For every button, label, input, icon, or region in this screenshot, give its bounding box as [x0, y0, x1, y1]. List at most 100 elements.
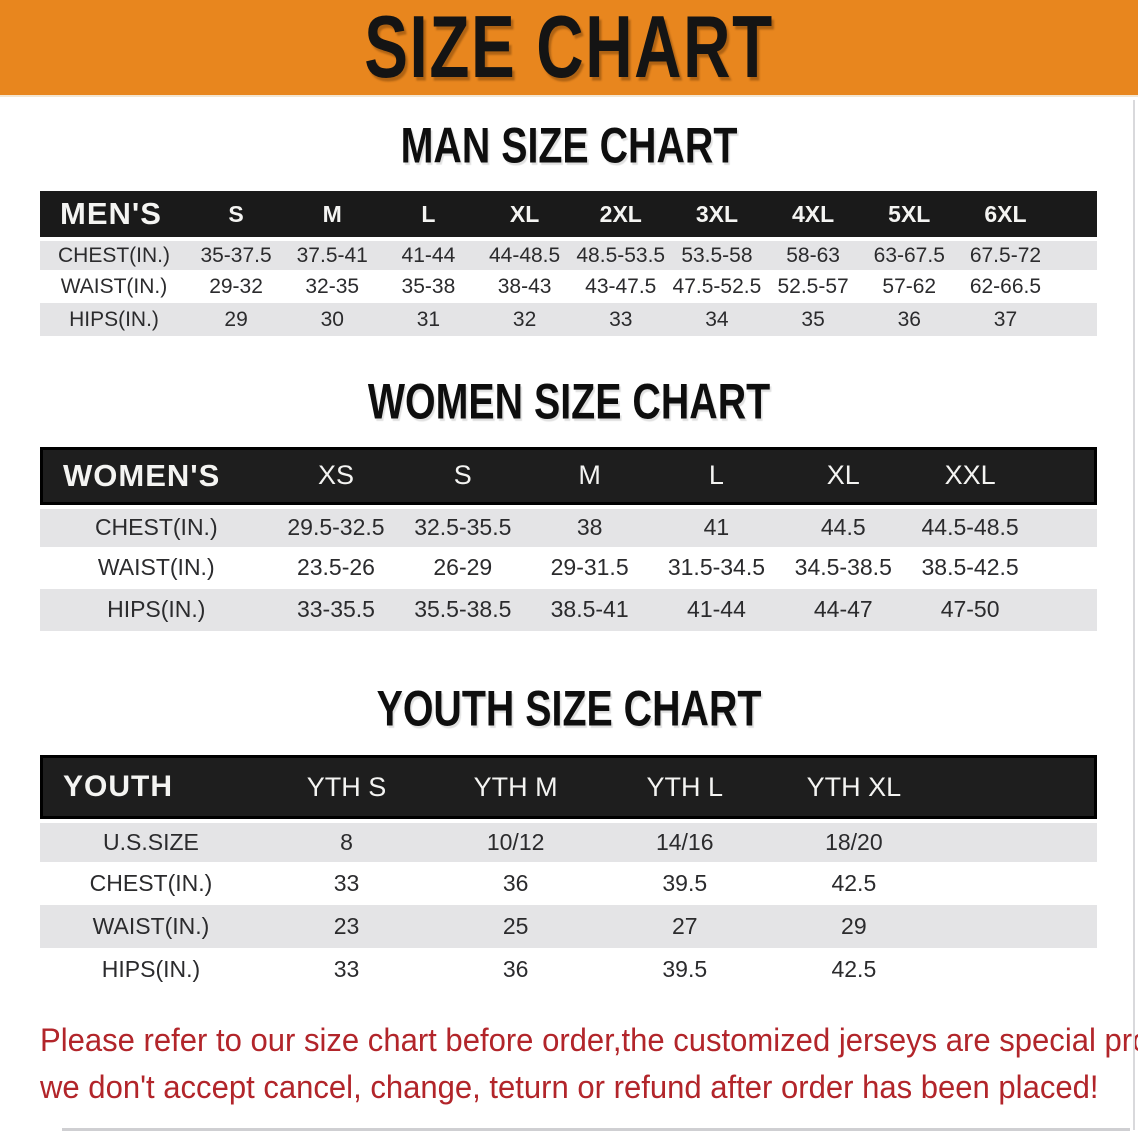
value-cell: 36 [431, 862, 601, 906]
value-cell: 52.5-57 [765, 270, 862, 304]
value-cell: 63-67.5 [861, 237, 958, 271]
table-row: WAIST(IN.) 29-32 32-35 35-38 38-43 43-47.5 47.… [40, 270, 1097, 304]
size-header-cell: M [526, 446, 654, 505]
youth-header-row: YOUTH YTH S YTH M YTH L YTH XL [40, 755, 1097, 820]
spacer-cell [1033, 446, 1097, 505]
women-size-section: WOMEN SIZE CHART WOMEN'S XS S M L XL XXL CHEST(… [0, 376, 1138, 631]
men-header-row: MEN'S S M L XL 2XL 3XL 4XL 5XL 6XL [40, 191, 1097, 238]
measure-label-cell: WAIST(IN.) [40, 905, 262, 949]
value-cell: 33 [261, 862, 432, 906]
value-cell: 41-44 [653, 588, 780, 631]
value-cell: 27 [600, 905, 770, 949]
value-cell: 25 [431, 905, 601, 949]
value-cell: 39.5 [600, 948, 770, 992]
table-row: HIPS(IN.) 33 36 39.5 42.5 [40, 948, 1097, 992]
women-header-row: WOMEN'S XS S M L XL XXL [40, 446, 1097, 505]
value-cell: 35.5-38.5 [399, 588, 527, 631]
value-cell: 35-37.5 [187, 237, 285, 271]
table-row: U.S.SIZE 8 10/12 14/16 18/20 [40, 819, 1097, 863]
value-cell: 38.5-41 [526, 588, 654, 631]
value-cell: 29 [769, 905, 939, 949]
value-cell: 10/12 [431, 819, 601, 863]
value-cell: 29-31.5 [526, 546, 654, 589]
value-cell: 44.5-48.5 [906, 504, 1034, 547]
bottom-edge-line [62, 1128, 1130, 1131]
value-cell: 44-47 [779, 588, 907, 631]
value-cell: 36 [861, 303, 958, 337]
value-cell: 30 [284, 303, 381, 337]
value-cell: 8 [261, 819, 432, 863]
value-cell: 34.5-38.5 [779, 546, 907, 589]
men-size-table: MEN'S S M L XL 2XL 3XL 4XL 5XL 6XL CHEST(IN.) 35-37… [40, 191, 1097, 337]
value-cell: 31 [380, 303, 477, 337]
value-cell: 67.5-72 [957, 237, 1054, 271]
size-header-cell: XL [476, 191, 573, 238]
measure-label-cell: CHEST(IN.) [40, 862, 262, 906]
value-cell: 35-38 [380, 270, 477, 304]
size-header-cell: 4XL [765, 191, 862, 238]
value-cell: 14/16 [600, 819, 770, 863]
value-cell: 36 [431, 948, 601, 992]
youth-size-section: YOUTH SIZE CHART YOUTH YTH S YTH M YTH L YTH… [0, 681, 1138, 992]
value-cell: 44.5 [779, 504, 907, 547]
value-cell: 38-43 [476, 270, 573, 304]
value-cell: 34 [668, 303, 766, 337]
value-cell: 29.5-32.5 [272, 504, 400, 547]
measure-label-cell: HIPS(IN.) [40, 948, 262, 992]
value-cell: 57-62 [861, 270, 958, 304]
size-header-cell: 6XL [957, 191, 1054, 238]
right-edge-line [1133, 100, 1135, 1130]
spacer-cell [938, 905, 1097, 949]
spacer-cell [1053, 270, 1097, 304]
value-cell: 29 [187, 303, 285, 337]
measure-label-cell: HIPS(IN.) [40, 303, 188, 337]
spacer-cell [1053, 191, 1097, 238]
spacer-cell [1033, 504, 1097, 547]
value-cell: 31.5-34.5 [653, 546, 780, 589]
size-header-cell: YTH M [431, 755, 601, 820]
women-table-label: WOMEN'S [40, 446, 273, 505]
measure-label-cell: HIPS(IN.) [40, 588, 273, 631]
value-cell: 47-50 [906, 588, 1034, 631]
table-row: HIPS(IN.) 33-35.5 35.5-38.5 38.5-41 41-44 44-… [40, 588, 1097, 631]
youth-section-heading: YOUTH SIZE CHART [376, 681, 762, 738]
disclaimer-line-2: we don't accept cancel, change, teturn o… [40, 1068, 1099, 1105]
size-header-cell: 3XL [668, 191, 766, 238]
value-cell: 37 [957, 303, 1054, 337]
size-header-cell: YTH XL [769, 755, 939, 820]
value-cell: 47.5-52.5 [668, 270, 766, 304]
size-header-cell: 5XL [861, 191, 958, 238]
table-row: HIPS(IN.) 29 30 31 32 33 34 35 36 37 [40, 303, 1097, 337]
value-cell: 58-63 [765, 237, 862, 271]
table-row: CHEST(IN.) 35-37.5 37.5-41 41-44 44-48.5 48.5… [40, 237, 1097, 271]
value-cell: 44-48.5 [476, 237, 573, 271]
table-row: CHEST(IN.) 33 36 39.5 42.5 [40, 862, 1097, 906]
size-header-cell: XS [272, 446, 400, 505]
men-table-label: MEN'S [40, 191, 188, 238]
value-cell: 33 [572, 303, 669, 337]
value-cell: 62-66.5 [957, 270, 1054, 304]
value-cell: 29-32 [187, 270, 285, 304]
value-cell: 43-47.5 [572, 270, 669, 304]
value-cell: 42.5 [769, 948, 939, 992]
size-header-cell: S [399, 446, 527, 505]
spacer-cell [938, 948, 1097, 992]
size-header-cell: L [653, 446, 780, 505]
table-row: CHEST(IN.) 29.5-32.5 32.5-35.5 38 41 44.5 44.5… [40, 504, 1097, 547]
spacer-cell [1033, 588, 1097, 631]
spacer-cell [1053, 303, 1097, 337]
measure-label-cell: WAIST(IN.) [40, 270, 188, 304]
men-size-section: MAN SIZE CHART MEN'S S M L XL 2XL 3XL 4XL 5XL 6XL… [0, 120, 1138, 337]
value-cell: 32-35 [284, 270, 381, 304]
value-cell: 38.5-42.5 [906, 546, 1034, 589]
value-cell: 23.5-26 [272, 546, 400, 589]
spacer-cell [1033, 546, 1097, 589]
value-cell: 53.5-58 [668, 237, 766, 271]
size-header-cell: M [284, 191, 381, 238]
youth-table-label: YOUTH [40, 755, 262, 820]
value-cell: 33-35.5 [272, 588, 400, 631]
disclaimer-line-1: Please refer to our size chart before or… [40, 1022, 1138, 1059]
value-cell: 37.5-41 [284, 237, 381, 271]
size-header-cell: S [187, 191, 285, 238]
